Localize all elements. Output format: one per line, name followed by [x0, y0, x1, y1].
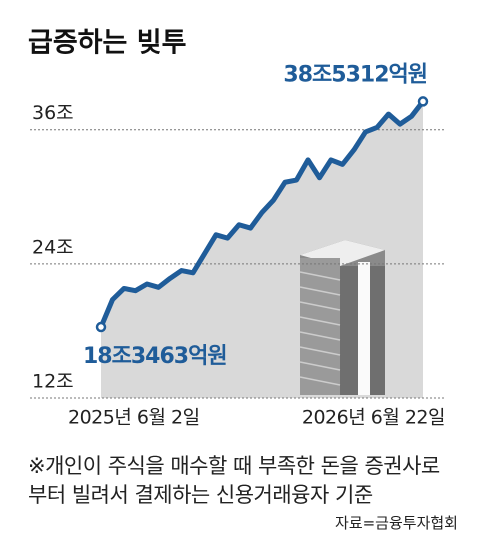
footnote: ※개인이 주식을 매수할 때 부족한 돈을 증권사로부터 빌려서 결제하는 신용…	[28, 454, 440, 507]
y-tick-label: 36조	[32, 102, 74, 124]
y-tick-label: 12조	[32, 371, 74, 393]
chart-title: 급증하는 빚투	[28, 28, 186, 59]
source: 자료=금융투자협회	[335, 514, 458, 532]
x-tick-label: 2026년 6월 22일	[302, 407, 445, 429]
value-label: 38조5312억원	[283, 62, 427, 87]
x-tick-label: 2025년 6월 2일	[68, 407, 200, 429]
building-illustration	[299, 240, 385, 395]
line	[98, 99, 425, 329]
end-marker	[95, 321, 107, 333]
end-marker	[417, 96, 429, 107]
y-tick-label: 24조	[32, 236, 74, 258]
value-label: 18조3463억원	[83, 344, 227, 369]
chart: 급증하는 빚투 12조 24조 36조 18조3463억원 38조5312억원 2025년…	[28, 28, 446, 429]
